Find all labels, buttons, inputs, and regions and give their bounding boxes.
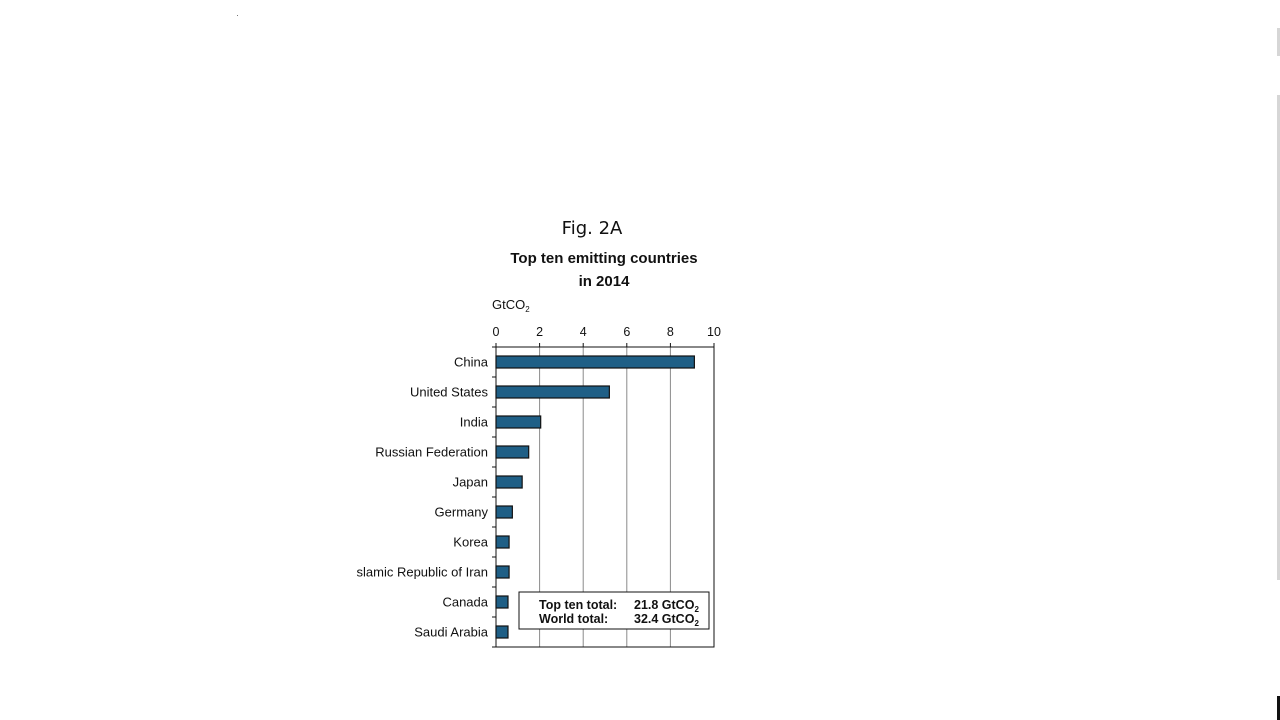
category-label-2: India bbox=[460, 415, 489, 430]
vertical-scrollbar[interactable] bbox=[1276, 0, 1280, 720]
world-total-label: World total: bbox=[539, 612, 608, 626]
stray-dot bbox=[237, 15, 238, 16]
bar-0 bbox=[495, 355, 695, 369]
category-label-8: Canada bbox=[442, 595, 488, 610]
bar-2 bbox=[495, 415, 542, 429]
bar-7 bbox=[495, 565, 510, 579]
chart-title-line1: Top ten emitting countries bbox=[510, 250, 697, 267]
summary-box-frame bbox=[518, 591, 710, 630]
category-label-layer: China United States India Russian Federatio… bbox=[357, 355, 489, 640]
category-label-1: United States bbox=[410, 385, 489, 400]
plot-frame bbox=[495, 346, 715, 648]
category-label-6: Korea bbox=[453, 535, 488, 550]
unit-label-subscript: 2 bbox=[525, 305, 530, 314]
unit-label: GtCO2 bbox=[492, 297, 530, 314]
bar-3 bbox=[495, 445, 530, 459]
window-corner-mark bbox=[1277, 696, 1280, 720]
tick-layer: 0 2 4 6 8 10 bbox=[492, 325, 721, 648]
world-total-value: 32.4 GtCO2 bbox=[634, 612, 699, 628]
x-tick-label-2: 4 bbox=[580, 325, 587, 339]
top-ten-value-main: 21.8 GtCO bbox=[634, 598, 695, 612]
world-total-value-subscript: 2 bbox=[694, 619, 699, 628]
x-tick-label-0: 0 bbox=[493, 325, 500, 339]
category-label-9: Saudi Arabia bbox=[414, 625, 488, 640]
scrollbar-thumb[interactable] bbox=[1277, 95, 1280, 580]
bar-6 bbox=[495, 535, 510, 549]
category-label-0: China bbox=[454, 355, 489, 370]
top-ten-value-subscript: 2 bbox=[694, 605, 699, 614]
unit-label-main: GtCO bbox=[492, 297, 525, 312]
bar-1 bbox=[495, 385, 610, 399]
bar-layer bbox=[495, 355, 695, 639]
x-tick-label-5: 10 bbox=[707, 325, 721, 339]
top-ten-label: Top ten total: bbox=[539, 598, 617, 612]
summary-box: Top ten total: 21.8 GtCO2 World total: 3… bbox=[518, 591, 710, 630]
category-label-5: Germany bbox=[435, 505, 489, 520]
x-tick-label-4: 8 bbox=[667, 325, 674, 339]
world-total-value-main: 32.4 GtCO bbox=[634, 612, 695, 626]
scrollbar-up-area[interactable] bbox=[1277, 28, 1280, 56]
x-tick-label-3: 6 bbox=[623, 325, 630, 339]
bar-9 bbox=[495, 625, 509, 639]
category-label-4: Japan bbox=[453, 475, 488, 490]
bar-4 bbox=[495, 475, 523, 489]
top-ten-value: 21.8 GtCO2 bbox=[634, 598, 699, 614]
category-label-7: slamic Republic of Iran bbox=[357, 565, 489, 580]
bar-5 bbox=[495, 505, 513, 519]
figure-label: Fig. 2A bbox=[562, 218, 623, 239]
chart-title-line2: in 2014 bbox=[579, 273, 631, 290]
bar-8 bbox=[495, 595, 509, 609]
category-label-3: Russian Federation bbox=[375, 445, 488, 460]
x-tick-label-1: 2 bbox=[536, 325, 543, 339]
